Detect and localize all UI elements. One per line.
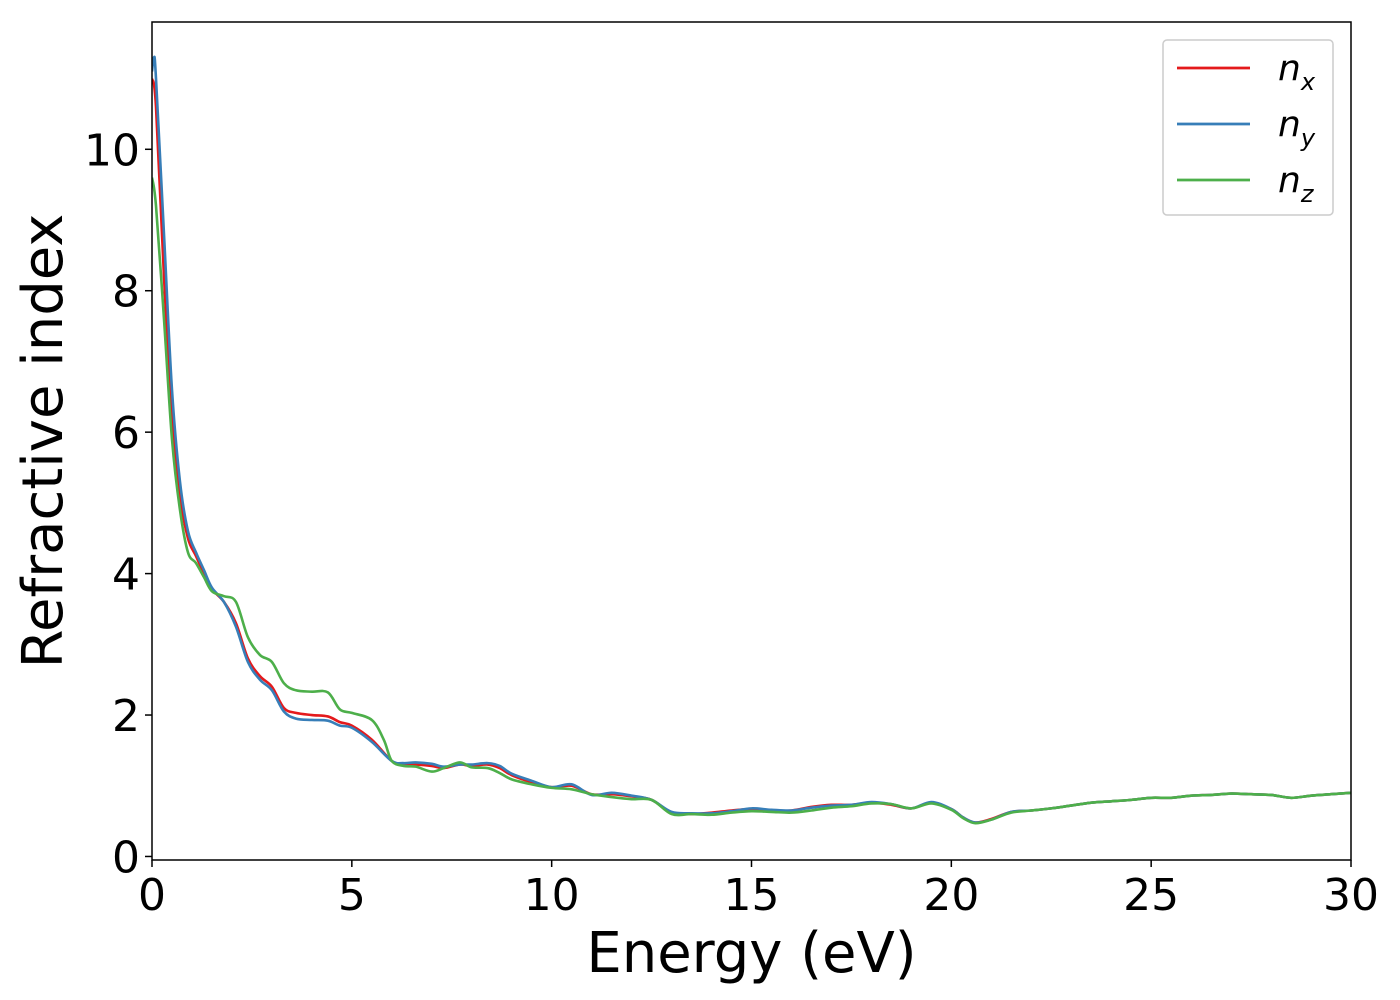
x-tick-label: 15	[724, 870, 780, 921]
y-tick-label: 0	[112, 832, 140, 883]
series-line-n-z	[152, 177, 1351, 825]
x-axis-label: Energy (eV)	[586, 921, 916, 986]
y-tick-label: 6	[112, 408, 140, 459]
x-tick-label: 25	[1123, 870, 1179, 921]
ticks-layer: 0 5 10 15 20 25 30 0 2 4 6 8 10	[84, 125, 1379, 921]
x-tick-label: 5	[338, 870, 366, 921]
x-tick-label: 30	[1323, 870, 1379, 921]
legend-box	[1162, 39, 1334, 216]
y-tick-label: 2	[112, 691, 140, 742]
x-tick-label: 20	[923, 870, 979, 921]
x-tick-label: 0	[138, 870, 166, 921]
y-tick-label: 10	[84, 125, 140, 176]
x-tick-label: 10	[524, 870, 580, 921]
series-layer	[152, 55, 1351, 825]
y-tick-label: 4	[112, 550, 140, 601]
y-axis-label: Refractive index	[11, 214, 76, 669]
y-tick-label: 8	[112, 267, 140, 318]
